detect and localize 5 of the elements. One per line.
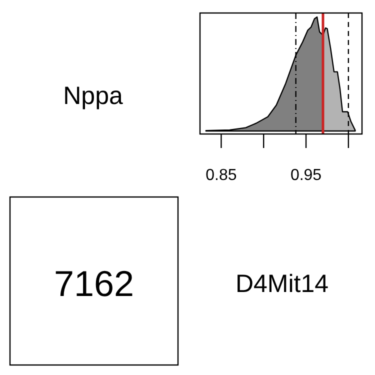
text: D4Mit14 [235,270,329,298]
text: Nppa [63,82,123,110]
text: 7162 [54,263,134,304]
x-tick-label: 0.95 [290,167,322,184]
x-tick-label: 0.85 [206,167,237,184]
